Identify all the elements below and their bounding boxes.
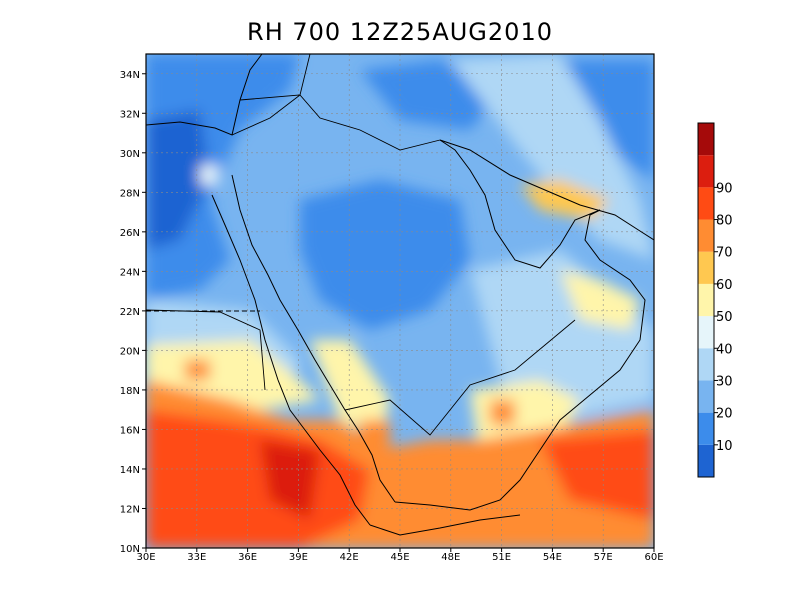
rh-field [146,54,654,548]
x-tick-label: 39E [289,552,308,563]
coastline-persian-gulf [439,139,601,269]
y-tick-label: 10N [120,544,140,555]
colorbar: 10 20 30 40 50 60 70 80 90 [697,122,733,478]
colorbar-label: 20 [716,407,733,422]
y-axis: 10N 12N 14N 16N 18N 20N 22N 24N 26N 28N 30N 32N 34N [120,70,146,555]
colorbar-segment [698,380,714,413]
colorbar-label: 30 [716,374,733,389]
grid-lines [146,54,654,548]
coastline-red-sea-west [211,194,371,526]
x-tick-label: 42E [340,552,359,563]
y-tick-label: 32N [120,109,140,120]
y-tick-label: 28N [120,188,140,199]
coastline-iran [439,139,654,241]
x-tick-label: 33E [187,552,206,563]
border-jordan-iraq [239,54,311,101]
x-tick-label: 48E [441,552,460,563]
rh-region-ethiopia-darkred [260,440,320,520]
rh-region-yemen-yellow [310,340,390,440]
rh-region-northeast-dry [560,60,654,180]
y-tick-label: 20N [120,346,140,357]
x-tick-label: 57E [594,552,613,563]
x-tick-label: 30E [136,552,155,563]
rh-region-gulf-moist [450,54,654,260]
map-outlines [146,54,654,536]
border-saudi-north [231,94,441,151]
colorbar-segment [698,251,714,284]
x-axis: 30E 33E 36E 39E 42E 45E 48E 51E 54E 57E 60E [136,548,664,563]
x-tick-label: 45E [390,552,409,563]
rh-region-oman-yellow [560,270,640,330]
y-tick-label: 24N [120,267,140,278]
colorbar-segment [698,155,714,188]
x-tick-label: 54E [543,552,562,563]
y-tick-label: 16N [120,425,140,436]
rh-region-southwest-red [146,410,370,548]
colorbar-segment [698,412,714,445]
rh-region-west-very-dry [146,110,210,250]
y-tick-label: 30N [120,149,140,160]
colorbar-segment [698,444,714,477]
y-tick-label: 12N [120,504,140,515]
rh-region-southeast-red [540,430,654,520]
rh-region-central-dry [300,180,470,330]
rh-region-oman-orange [490,400,515,425]
colorbar-segment [698,123,714,156]
colorbar-label: 90 [716,181,733,196]
x-tick-label: 36E [238,552,257,563]
colorbar-label: 40 [716,342,733,357]
colorbar-label: 60 [716,278,733,293]
colorbar-label: 80 [716,214,733,229]
x-tick-label: 60E [644,552,663,563]
colorbar-label: 70 [716,246,733,261]
colorbar-segment [698,348,714,381]
rh-region-yemen-orange [360,420,390,460]
colorbar-segment [698,219,714,252]
x-tick-label: 51E [492,552,511,563]
y-tick-label: 34N [120,70,140,81]
y-tick-label: 14N [120,465,140,476]
rh-region-sinai-white [200,165,218,185]
y-tick-label: 18N [120,386,140,397]
colorbar-segment [698,187,714,220]
y-tick-label: 26N [120,228,140,239]
rh-region-gulf-yellow [520,180,610,220]
coastline-gulf-of-aden [369,514,521,536]
colorbar-label: 50 [716,310,733,325]
map-title: RH 700 12Z25AUG2010 [247,18,553,46]
border-saudi-yemen [344,319,576,436]
colorbar-frame [697,122,715,478]
y-tick-label: 22N [120,307,140,318]
rh-region-isolated-orange [185,360,210,380]
coastline-red-sea-east [231,174,396,503]
colorbar-label: 10 [716,439,733,454]
colorbar-segment [698,283,714,317]
coastline-arabian-south [394,209,646,511]
colorbar-segment [698,316,714,349]
